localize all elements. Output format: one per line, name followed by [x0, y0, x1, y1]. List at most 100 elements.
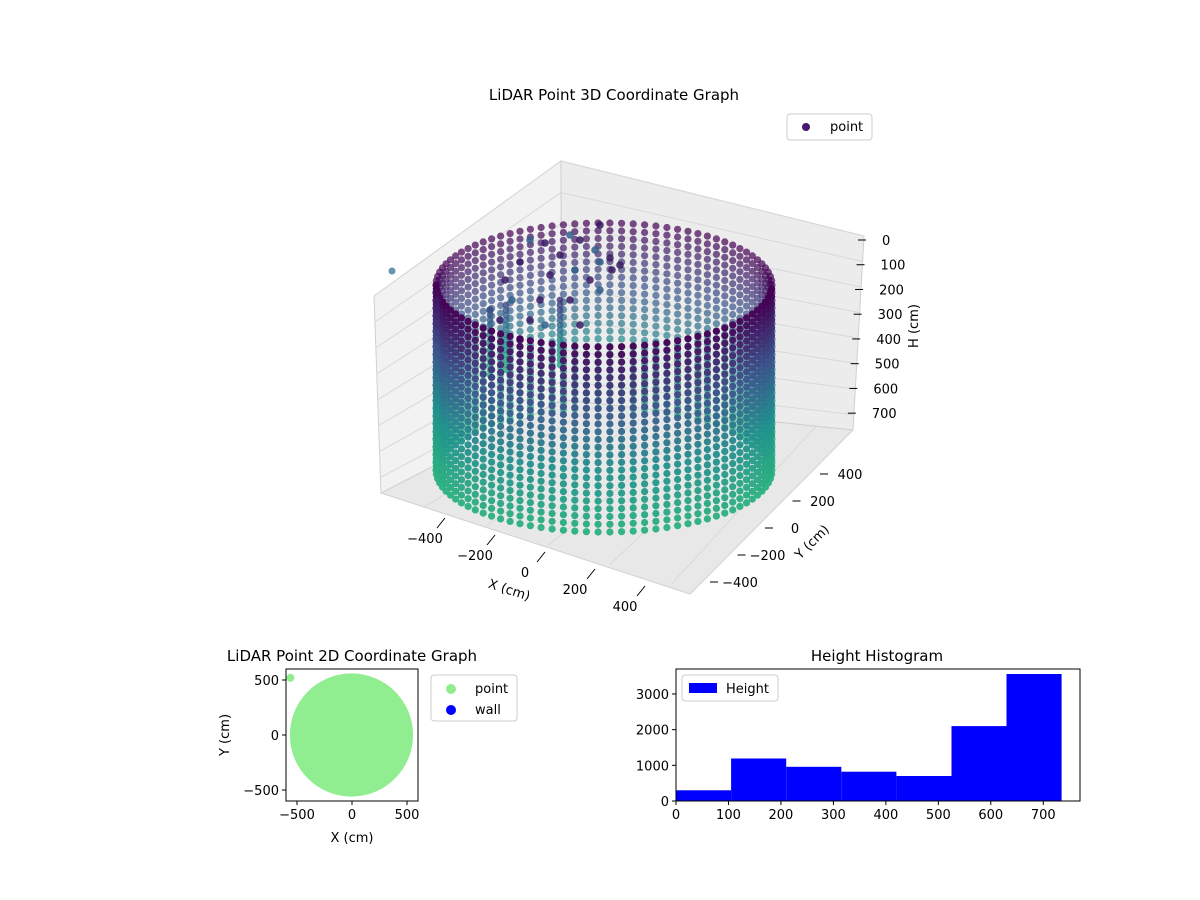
data-point — [452, 495, 460, 503]
chart-3d-title: LiDAR Point 3D Coordinate Graph — [489, 86, 739, 104]
data-point — [464, 425, 472, 433]
data-point — [652, 314, 660, 323]
x-tick — [636, 585, 646, 597]
data-point — [479, 246, 487, 254]
data-point — [497, 286, 505, 294]
data-point — [652, 222, 660, 230]
data-point — [471, 303, 479, 311]
histogram-y-tick-label: 2000 — [636, 724, 669, 739]
data-point — [629, 519, 637, 527]
data-point — [729, 352, 737, 360]
data-point — [616, 261, 624, 269]
data-point — [694, 291, 702, 299]
z-tick-label: 0 — [882, 234, 890, 249]
data-point — [721, 409, 729, 417]
z-tick-label: 600 — [873, 382, 898, 397]
legend-2d-label-wall: wall — [475, 703, 501, 718]
data-point — [452, 290, 460, 298]
data-point — [641, 364, 649, 372]
data-point — [736, 418, 744, 426]
data-point — [479, 363, 487, 371]
data-point — [516, 435, 524, 443]
data-point — [712, 327, 721, 335]
data-point — [663, 469, 671, 478]
data-point — [516, 504, 524, 512]
data-point — [594, 428, 602, 436]
data-point — [506, 355, 514, 364]
data-point — [596, 258, 604, 266]
data-point — [464, 371, 472, 379]
data-point — [497, 484, 505, 492]
data-point — [684, 312, 692, 320]
data-point — [464, 317, 472, 325]
data-point — [721, 284, 729, 292]
data-point — [516, 489, 524, 497]
data-point — [537, 477, 545, 485]
data-point — [452, 341, 460, 349]
data-point — [571, 488, 579, 497]
data-point — [582, 435, 591, 443]
data-point — [753, 399, 762, 407]
data-point — [641, 372, 649, 380]
data-point — [506, 456, 514, 464]
data-point — [606, 288, 614, 296]
data-point — [559, 372, 568, 380]
data-point — [606, 335, 614, 343]
data-point — [471, 444, 479, 452]
data-point — [742, 383, 751, 391]
data-point — [571, 350, 579, 358]
data-point — [536, 296, 544, 304]
data-point — [582, 443, 591, 451]
data-point — [582, 335, 591, 343]
data-point — [571, 251, 579, 259]
histogram-x-tick-label: 0 — [672, 808, 680, 823]
data-point — [712, 489, 721, 497]
x-axis-label-2d: X (cm) — [331, 831, 374, 846]
data-point — [488, 327, 496, 335]
data-point — [629, 450, 637, 458]
data-point — [594, 311, 602, 320]
data-point — [674, 256, 682, 264]
pane-back-right — [560, 160, 865, 431]
data-point — [712, 450, 721, 458]
data-point — [712, 335, 721, 343]
data-point — [496, 316, 504, 324]
data-point — [497, 461, 505, 469]
data-point — [618, 281, 626, 289]
data-point — [652, 432, 660, 441]
data-point — [516, 412, 524, 420]
data-point — [703, 445, 712, 454]
data-point — [479, 300, 487, 308]
data-point — [571, 357, 579, 366]
data-point — [736, 479, 744, 487]
data-point — [479, 370, 487, 378]
data-point — [618, 235, 626, 243]
data-point — [712, 420, 721, 428]
data-point — [479, 307, 487, 315]
data-point — [748, 480, 756, 488]
data-point — [721, 324, 729, 332]
data-point — [516, 358, 524, 366]
data-point — [526, 437, 535, 445]
x-tick-label: −200 — [457, 549, 493, 564]
data-point — [479, 393, 487, 401]
data-point — [629, 411, 637, 419]
data-point — [582, 489, 591, 497]
data-point — [488, 289, 496, 297]
data-point — [594, 397, 602, 405]
data-point — [516, 250, 524, 258]
data-point — [694, 494, 702, 502]
data-point — [502, 326, 510, 334]
data-point — [548, 486, 556, 494]
data-point — [618, 443, 626, 451]
data-point — [736, 333, 744, 341]
data-point — [721, 276, 729, 285]
data-point — [629, 488, 637, 497]
histogram-bar — [731, 758, 787, 801]
x-tick-label: 0 — [521, 566, 529, 581]
data-point — [663, 277, 671, 286]
data-point — [712, 289, 721, 297]
data-point — [594, 520, 602, 528]
data-point — [736, 456, 744, 464]
